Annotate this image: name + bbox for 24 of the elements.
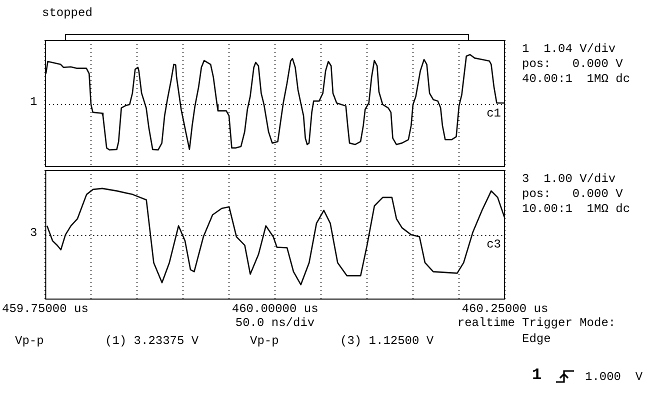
- text: stopped: [42, 6, 92, 20]
- text: pos: 0.000 V: [522, 187, 623, 201]
- text: Vp-p: [15, 334, 44, 348]
- text: 1.000 V: [585, 370, 643, 384]
- series-label: c1: [486, 106, 501, 121]
- text: Trigger Mode:: [522, 316, 616, 330]
- text: 1: [30, 95, 38, 109]
- text: realtime: [457, 316, 515, 330]
- text: 1 1.04 V/div: [522, 42, 616, 56]
- text: 1: [532, 366, 542, 384]
- x-tick-label: 460.25000 us: [462, 302, 548, 316]
- text: (3) 1.12500 V: [340, 334, 434, 348]
- text: 40.00:1 1MΩ dc: [522, 72, 630, 86]
- text: pos: 0.000 V: [522, 57, 623, 71]
- x-tick-label: 459.75000 us: [2, 302, 88, 316]
- text: Edge: [522, 332, 551, 346]
- text: 3: [30, 226, 38, 240]
- series-label: c3: [486, 238, 501, 252]
- text: Vp-p: [250, 334, 279, 348]
- x-tick-label: 460.00000 us: [232, 302, 318, 316]
- text: (1) 3.23375 V: [105, 334, 199, 348]
- text: 10.00:1 1MΩ dc: [522, 202, 630, 216]
- text: 50.0 ns/div: [235, 316, 315, 330]
- text: 3 1.00 V/div: [522, 172, 616, 186]
